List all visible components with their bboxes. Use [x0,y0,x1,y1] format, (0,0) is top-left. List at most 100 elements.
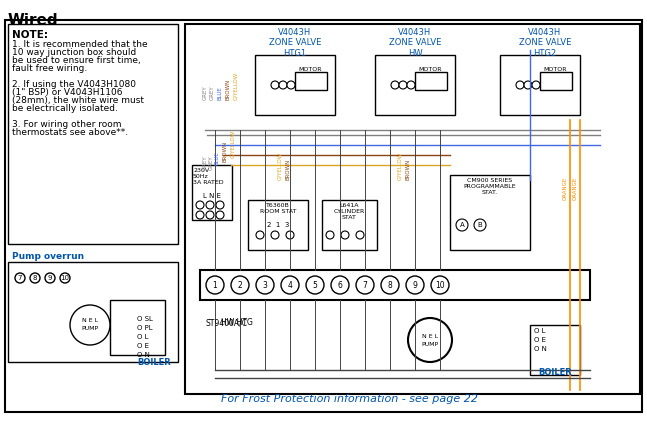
Text: 4: 4 [287,281,292,289]
Text: O N: O N [137,352,150,358]
Circle shape [287,81,295,89]
Text: 1. It is recommended that the: 1. It is recommended that the [12,40,148,49]
Text: 6: 6 [338,281,342,289]
Text: 10 way junction box should: 10 way junction box should [12,48,137,57]
Text: ORANGE: ORANGE [562,177,567,200]
Text: BROWN: BROWN [223,141,228,162]
Circle shape [356,276,374,294]
Text: 8: 8 [388,281,392,289]
Circle shape [206,201,214,209]
Text: V4043H
ZONE VALVE
HTG1: V4043H ZONE VALVE HTG1 [269,28,321,58]
Circle shape [196,211,204,219]
Circle shape [524,81,532,89]
Text: L N E: L N E [203,193,221,199]
Bar [110,300,165,355]
Bar [500,55,580,115]
Bar [322,200,377,250]
Text: 10: 10 [61,275,69,281]
Circle shape [408,318,452,362]
Bar [295,72,327,90]
Text: 7: 7 [362,281,367,289]
Text: BOILER: BOILER [538,368,572,377]
Text: T6360B
ROOM STAT: T6360B ROOM STAT [259,203,296,214]
Circle shape [406,276,424,294]
Text: fault free wiring.: fault free wiring. [12,64,87,73]
Text: thermostats see above**.: thermostats see above**. [12,128,128,137]
Text: PUMP: PUMP [421,341,439,346]
Text: BROWN: BROWN [226,79,230,100]
Circle shape [15,273,25,283]
Circle shape [271,231,279,239]
Text: B: B [477,222,483,228]
Circle shape [281,276,299,294]
Text: 9: 9 [48,275,52,281]
Text: BOILER: BOILER [137,358,171,367]
Circle shape [532,81,540,89]
Circle shape [356,231,364,239]
Text: G/YELLOW: G/YELLOW [397,152,402,180]
Circle shape [279,81,287,89]
Text: GREY: GREY [208,155,214,170]
Circle shape [60,273,70,283]
Bar [530,325,580,375]
Text: 2. If using the V4043H1080: 2. If using the V4043H1080 [12,80,136,89]
Circle shape [286,231,294,239]
Bar [192,165,232,220]
Text: O SL: O SL [137,316,153,322]
Circle shape [271,81,279,89]
Text: 3. For wiring other room: 3. For wiring other room [12,120,122,129]
Text: PUMP: PUMP [82,327,98,332]
Text: O L: O L [534,328,545,334]
Text: MOTOR: MOTOR [298,67,322,72]
Text: Pump overrun: Pump overrun [12,252,84,261]
Circle shape [456,219,468,231]
Circle shape [431,276,449,294]
Text: O L: O L [137,334,149,340]
Circle shape [407,81,415,89]
Text: (1" BSP) or V4043H1106: (1" BSP) or V4043H1106 [12,88,122,97]
Circle shape [399,81,407,89]
Text: 3: 3 [263,281,267,289]
Text: L641A
CYLINDER
STAT: L641A CYLINDER STAT [333,203,365,219]
Text: V4043H
ZONE VALVE
HW: V4043H ZONE VALVE HW [389,28,441,58]
Circle shape [231,276,249,294]
Circle shape [30,273,40,283]
Text: CM900 SERIES
PROGRAMMABLE
STAT.: CM900 SERIES PROGRAMMABLE STAT. [464,178,516,195]
Circle shape [331,276,349,294]
Bar [450,175,530,250]
Text: GREY: GREY [203,85,208,100]
Text: (28mm), the white wire must: (28mm), the white wire must [12,96,144,105]
Circle shape [196,201,204,209]
Text: MOTOR: MOTOR [418,67,442,72]
Text: N E L: N E L [422,333,438,338]
Text: O E: O E [534,337,546,343]
Text: 2: 2 [237,281,243,289]
Text: Wired: Wired [8,13,59,28]
Text: 10: 10 [435,281,444,289]
Text: BROWN: BROWN [285,159,291,180]
Bar [540,72,572,90]
Bar [200,270,590,300]
Text: V4043H
ZONE VALVE
HTG2: V4043H ZONE VALVE HTG2 [519,28,571,58]
Text: be electrically isolated.: be electrically isolated. [12,104,118,113]
Circle shape [70,305,110,345]
Circle shape [306,276,324,294]
Circle shape [474,219,486,231]
Circle shape [391,81,399,89]
Text: 7: 7 [17,275,22,281]
Text: O E: O E [137,343,149,349]
Text: 8: 8 [33,275,38,281]
Circle shape [206,211,214,219]
Text: BLUE: BLUE [215,151,219,165]
Circle shape [256,276,274,294]
Circle shape [216,211,224,219]
Circle shape [516,81,524,89]
Bar [375,55,455,115]
Bar [415,72,447,90]
Circle shape [45,273,55,283]
Circle shape [381,276,399,294]
Circle shape [256,231,264,239]
Text: O PL: O PL [137,325,153,331]
Text: 230V
50Hz
3A RATED: 230V 50Hz 3A RATED [193,168,224,184]
Text: 2  1  3: 2 1 3 [267,222,289,228]
